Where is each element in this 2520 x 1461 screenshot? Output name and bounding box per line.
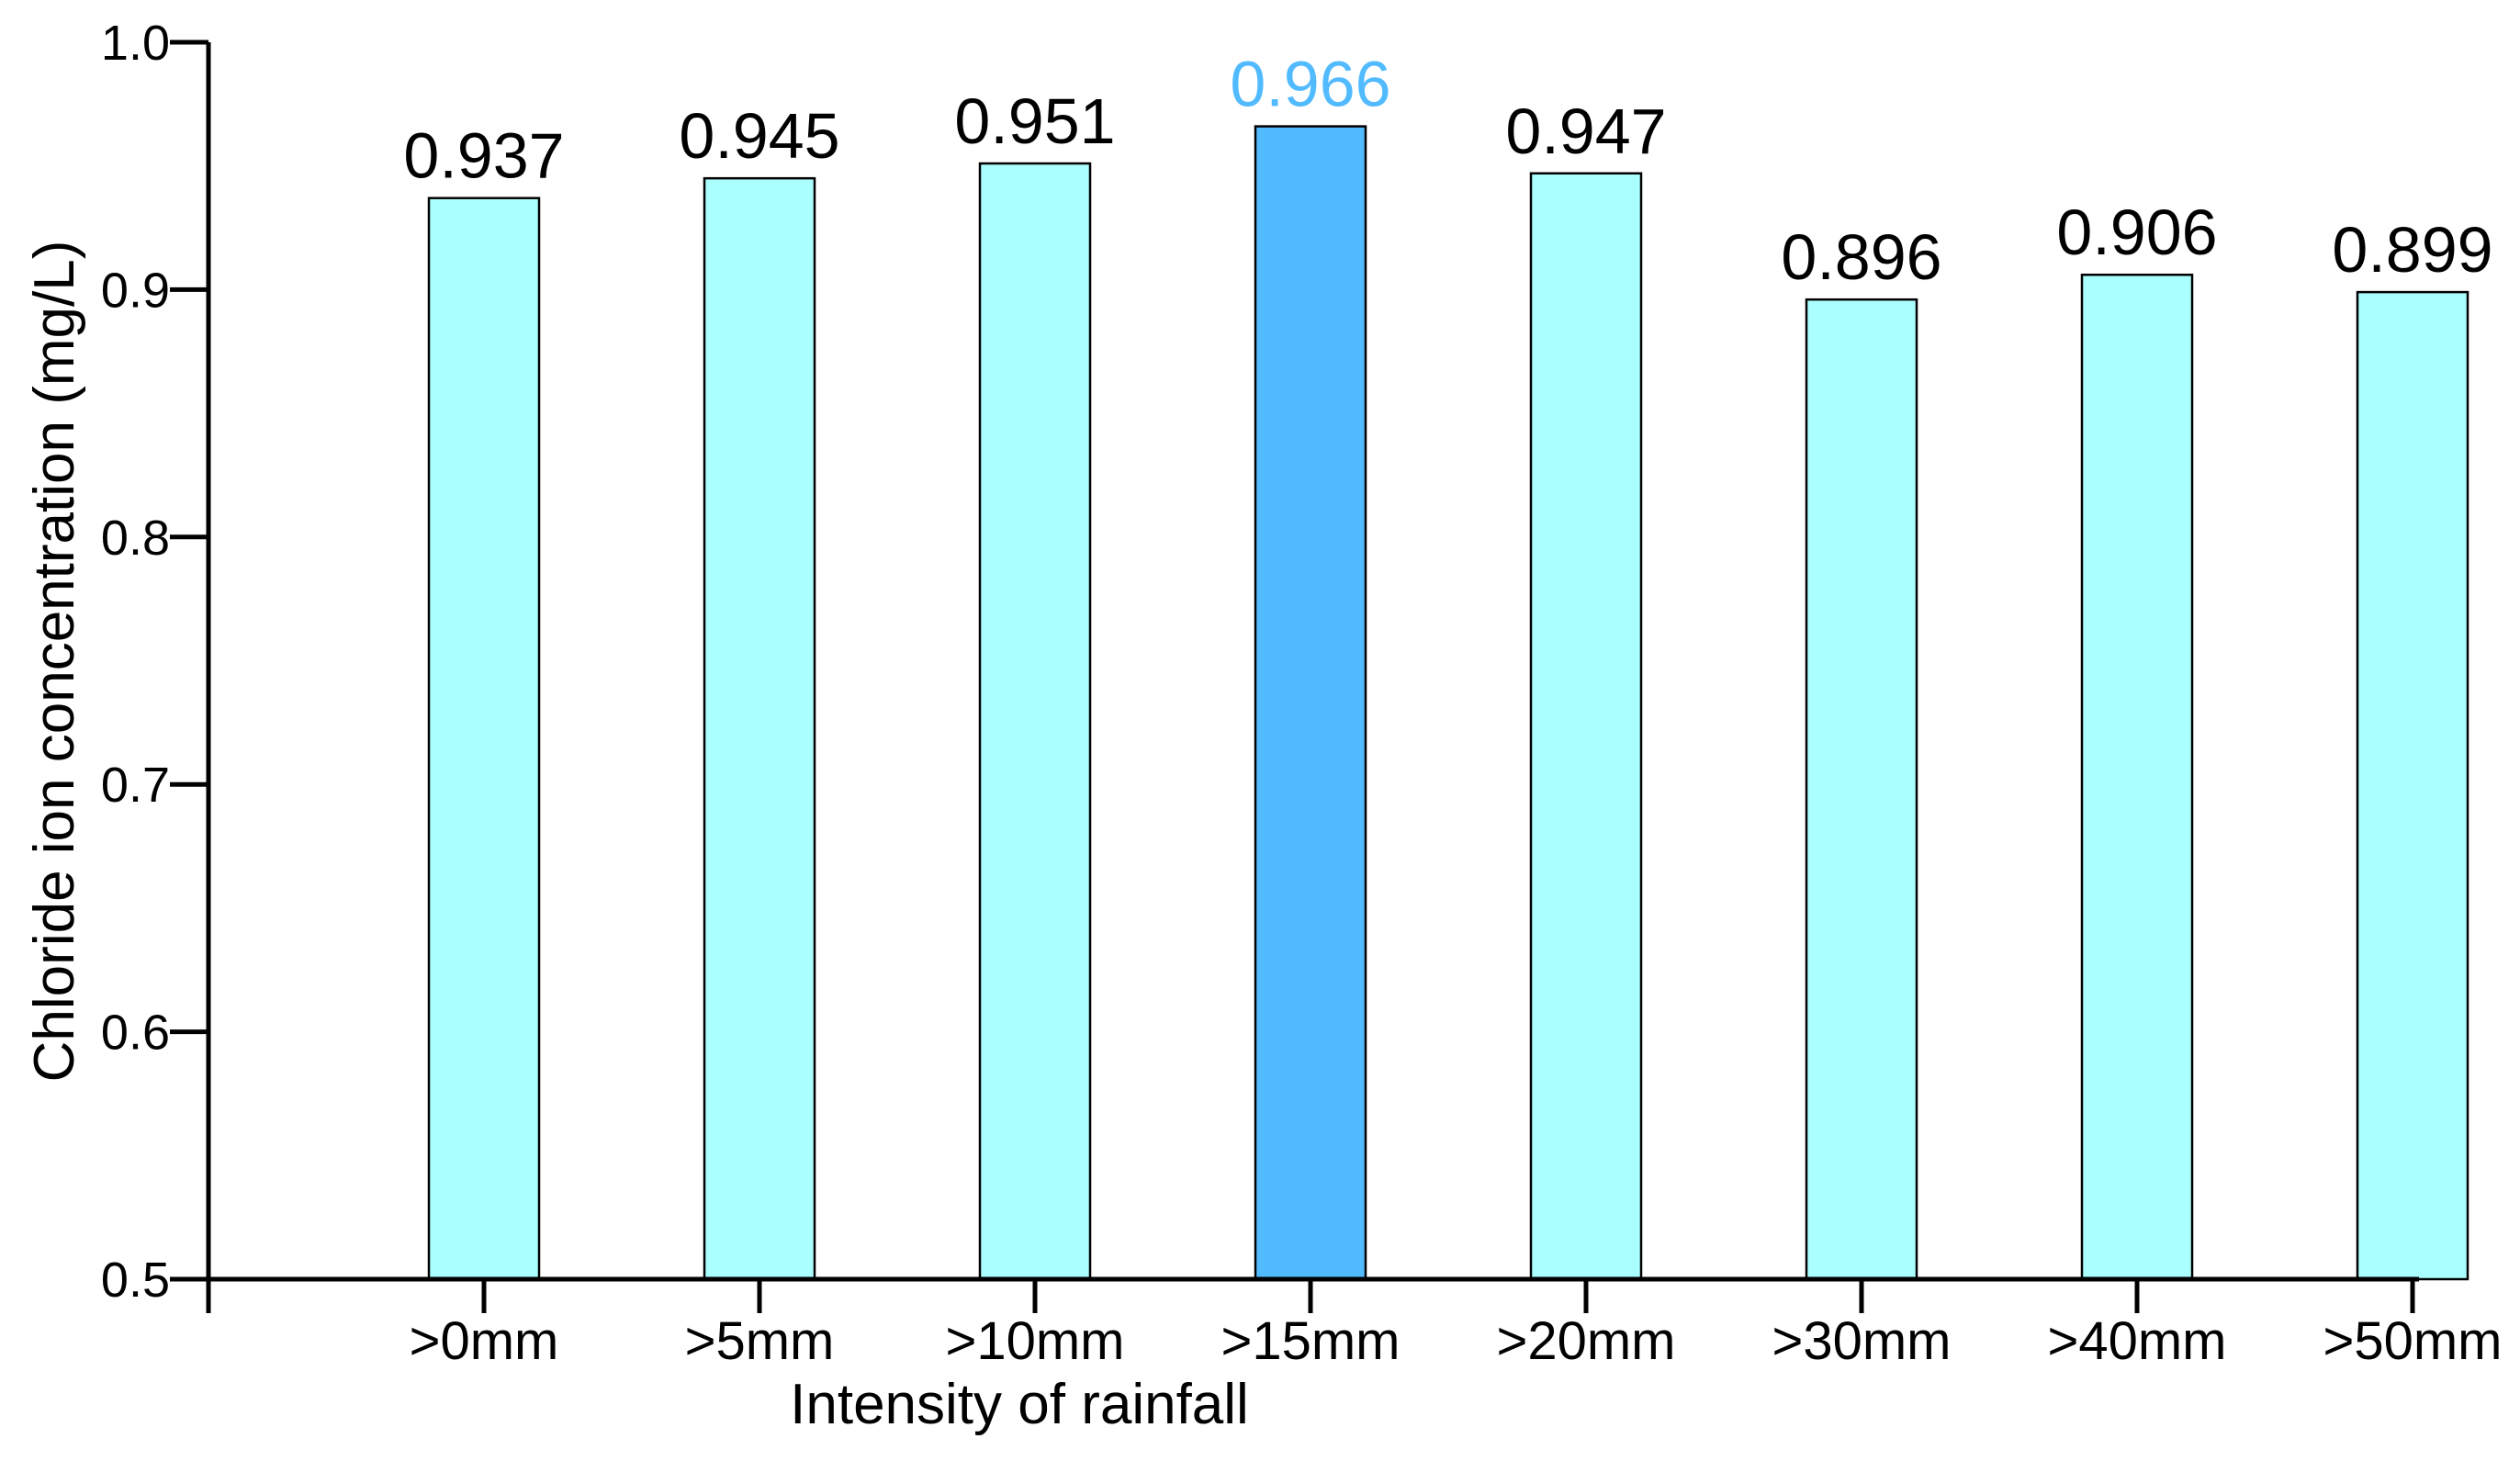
y-tick-label: 0.5: [101, 1253, 170, 1308]
y-tick-label: 0.6: [101, 1006, 170, 1061]
y-tick-label: 0.8: [101, 511, 170, 566]
x-tick-label: >50mm: [2323, 1311, 2502, 1371]
x-axis-title: Intensity of rainfall: [790, 1373, 1249, 1436]
x-tick-label: >20mm: [1496, 1311, 1675, 1371]
bar: [703, 176, 816, 1281]
data-label: 0.899: [2332, 214, 2492, 286]
data-label: 0.937: [403, 120, 564, 192]
x-tick-label: >15mm: [1221, 1311, 1400, 1371]
bar: [978, 162, 1092, 1281]
data-label: 0.945: [679, 100, 839, 172]
x-tick-label: >10mm: [945, 1311, 1124, 1371]
data-label: 0.947: [1505, 96, 1666, 167]
y-axis-title: Chloride ion concentration (mg/L): [23, 241, 86, 1083]
data-label: 0.966: [1230, 49, 1390, 120]
x-axis-ticks: >0mm >5mm >10mm >15mm >20mm >30mm >40mm >50mm: [410, 1279, 2503, 1371]
data-labels: 0.937 0.945 0.951 0.966 0.947 0.896 0.906 0.899: [403, 49, 2492, 294]
y-tick-label: 1.0: [101, 16, 170, 71]
x-tick-label: >40mm: [2047, 1311, 2226, 1371]
x-tick-label: >30mm: [1772, 1311, 1951, 1371]
bar: [2356, 290, 2469, 1281]
y-tick-label: 0.7: [101, 758, 170, 813]
data-label: 0.951: [954, 85, 1115, 157]
bar: [1254, 125, 1367, 1281]
bar: [1805, 298, 1918, 1281]
bar: [1529, 172, 1643, 1281]
bars: [427, 125, 2469, 1281]
x-tick-label: >0mm: [410, 1311, 559, 1371]
data-label: 0.896: [1781, 221, 1941, 293]
x-tick-label: >5mm: [685, 1311, 835, 1371]
data-label: 0.906: [2056, 197, 2217, 268]
y-tick-label: 0.9: [101, 263, 170, 318]
bar: [427, 197, 541, 1281]
y-axis-ticks: 0.5 0.6 0.7 0.8 0.9 1.0: [101, 16, 208, 1308]
bar: [2080, 273, 2194, 1281]
